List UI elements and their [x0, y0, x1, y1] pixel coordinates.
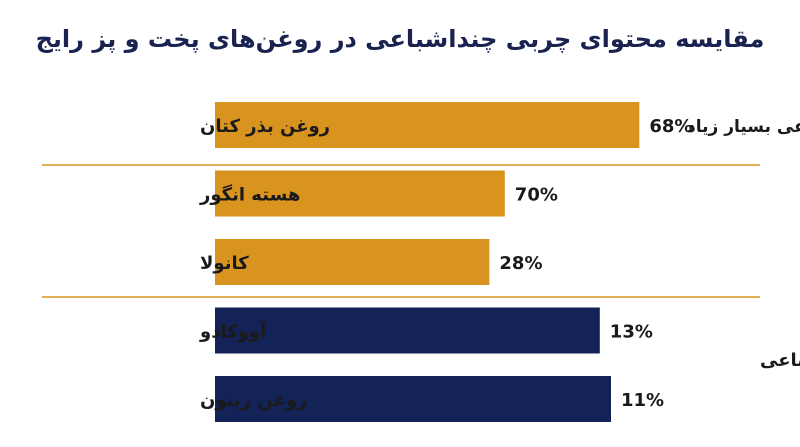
category-label-1: هسته انگور: [199, 184, 300, 206]
value-label-1: 70%: [515, 185, 558, 206]
value-label-3: 13%: [610, 322, 653, 343]
bars-layer: روغن بذر کتان 68% هسته انگور 70% کانولا 28% آو…: [42, 102, 800, 422]
category-label-0: روغن بذر کتان: [200, 116, 330, 137]
bar-2: [215, 239, 490, 285]
value-label-2: 28%: [499, 253, 542, 274]
bar-4: [215, 376, 611, 422]
category-label-2: کانولا: [200, 253, 249, 274]
bar-0: [215, 102, 640, 148]
value-label-0: 68%: [649, 116, 692, 137]
group-label-high-polyunsaturated: چنداشباعی بسیار زیاد: [687, 117, 800, 137]
category-label-4: روغن زیتون: [200, 390, 307, 411]
category-label-3: آووکادو: [199, 320, 267, 343]
bar-1: [215, 170, 505, 217]
group-label-monounsaturated: عمدتاً تک‌اشباعی: [760, 347, 800, 371]
chart-title: مقایسه محتوای چربی چنداشباعی در روغن‌های…: [36, 25, 765, 53]
bar-3: [215, 307, 600, 354]
value-label-4: 11%: [621, 390, 664, 411]
